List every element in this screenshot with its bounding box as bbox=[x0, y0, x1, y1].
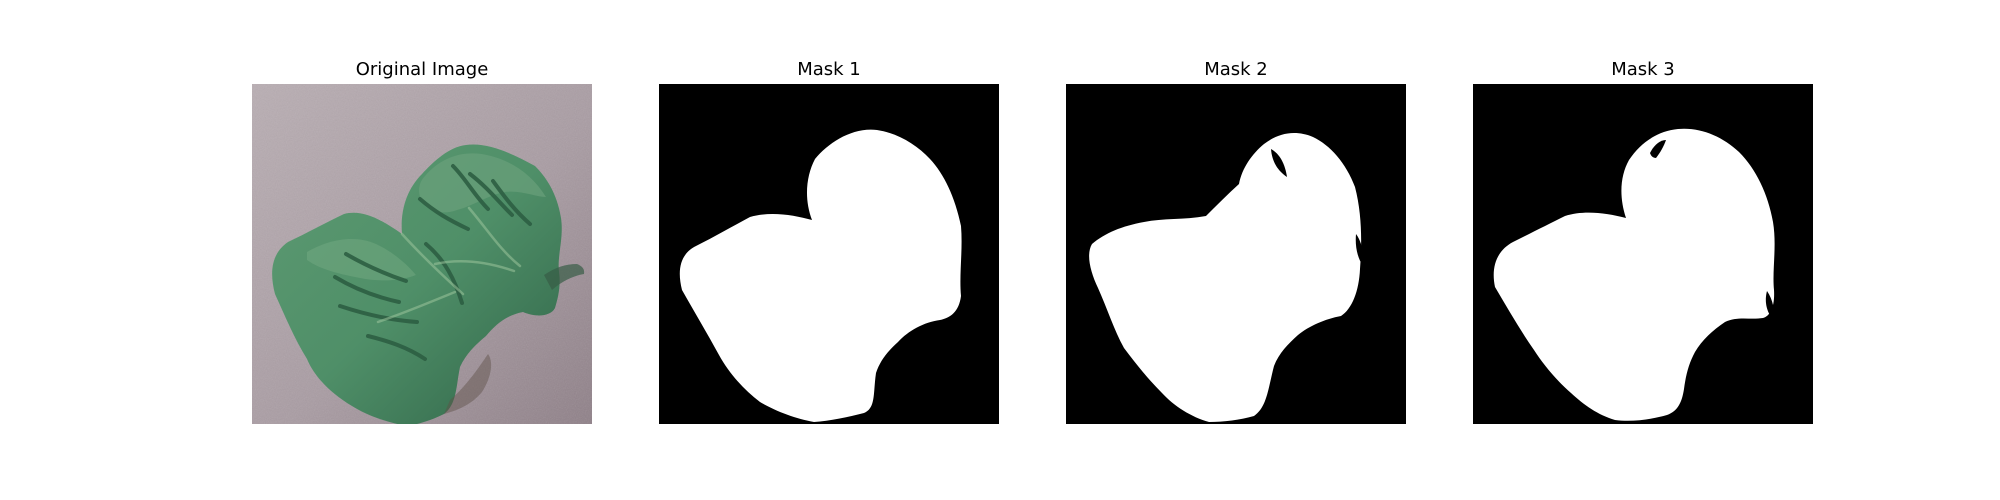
original-image bbox=[252, 84, 592, 424]
mask-1-region bbox=[679, 129, 962, 423]
mask-2-panel: Mask 2 bbox=[1066, 58, 1406, 428]
mask-2-notch bbox=[1271, 149, 1287, 177]
leaf-photo bbox=[252, 84, 592, 424]
mask-2-region bbox=[1089, 133, 1362, 422]
mask-1-cutout bbox=[935, 320, 956, 350]
panel-title-mask-2: Mask 2 bbox=[1204, 59, 1268, 80]
original-image-panel: Original Image bbox=[252, 58, 592, 428]
mask-3-region bbox=[1493, 128, 1775, 421]
leaf-fold-lines bbox=[333, 164, 532, 361]
leaf-shadow bbox=[444, 354, 492, 414]
mask-2-graphic bbox=[1066, 84, 1406, 424]
mask-1-panel: Mask 1 bbox=[659, 58, 999, 428]
mask-3-graphic bbox=[1473, 84, 1813, 424]
mask-3-top-notch bbox=[1650, 140, 1666, 158]
leaf-shape bbox=[272, 144, 562, 424]
mask-3-image bbox=[1473, 84, 1813, 424]
panel-title-original-image: Original Image bbox=[355, 59, 489, 80]
mask-3-panel: Mask 3 bbox=[1473, 58, 1813, 428]
mask-3-right-notch bbox=[1765, 291, 1774, 319]
panel-title-mask-3: Mask 3 bbox=[1611, 59, 1675, 80]
mask-2-image bbox=[1066, 84, 1406, 424]
leaf-highlight-lower bbox=[307, 238, 416, 281]
leaf-stem-tip bbox=[544, 264, 585, 290]
mask-1-image bbox=[659, 84, 999, 424]
panel-title-mask-1: Mask 1 bbox=[797, 59, 861, 80]
mask-2-side-notch bbox=[1355, 234, 1364, 266]
mask-1-graphic bbox=[659, 84, 999, 424]
leaf-veins bbox=[376, 206, 522, 324]
